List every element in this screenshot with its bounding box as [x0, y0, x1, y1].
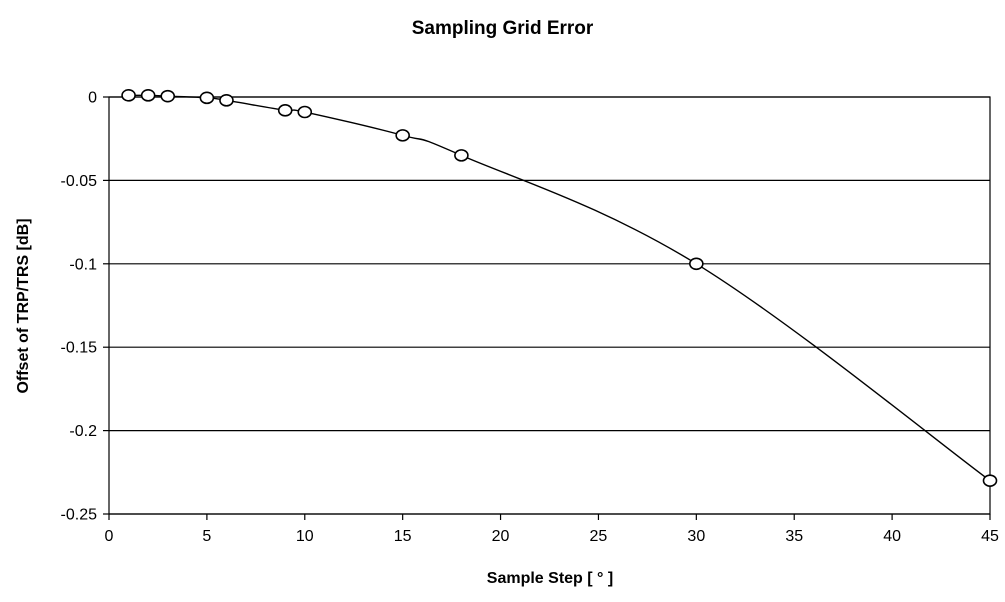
- data-point-3: [199, 91, 215, 105]
- tick-labels: 0 -0.05 -0.1 -0.15 -0.2 -0.25 0 5 10 15 20 25 30 35 40…: [61, 90, 999, 546]
- x-axis-label: Sample Step [ ° ]: [486, 570, 614, 587]
- y-axis-label: Offset of TRP/TRS [dB]: [15, 218, 32, 394]
- data-point-9: [689, 257, 704, 271]
- x-tick-label-2: 10: [296, 528, 314, 545]
- y-tick-label-0: 0: [88, 90, 97, 107]
- x-tick-label-3: 15: [394, 528, 412, 545]
- grid-lines: [109, 96, 990, 515]
- data-point-2: [160, 89, 176, 103]
- data-point-1: [140, 89, 156, 102]
- x-tick-label-8: 40: [883, 528, 901, 545]
- y-tick-label-2: -0.1: [69, 256, 97, 273]
- y-tick-label-1: -0.05: [61, 173, 98, 190]
- y-tick-label-5: -0.25: [61, 507, 98, 524]
- plot-frame: [108, 96, 991, 515]
- x-tick-label-5: 25: [590, 528, 608, 545]
- x-tick-label-1: 5: [202, 528, 211, 545]
- data-point-5: [277, 104, 293, 117]
- data-series: [121, 89, 998, 487]
- data-point-4: [219, 94, 234, 107]
- data-point-7: [395, 129, 410, 142]
- data-point-0: [121, 89, 136, 102]
- x-tick-label-0: 0: [105, 528, 114, 545]
- data-point-10: [982, 474, 998, 487]
- data-point-8: [454, 149, 469, 162]
- data-point-6: [297, 105, 313, 119]
- y-tick-label-3: -0.15: [61, 340, 98, 357]
- chart-title: Sampling Grid Error: [411, 18, 594, 39]
- x-tick-label-9: 45: [981, 528, 999, 545]
- axes: [103, 96, 991, 520]
- x-tick-label-6: 30: [687, 528, 705, 545]
- x-tick-label-4: 20: [492, 528, 510, 545]
- series-line-0: [128, 94, 991, 482]
- x-tick-label-7: 35: [785, 528, 803, 545]
- y-tick-label-4: -0.2: [69, 423, 97, 440]
